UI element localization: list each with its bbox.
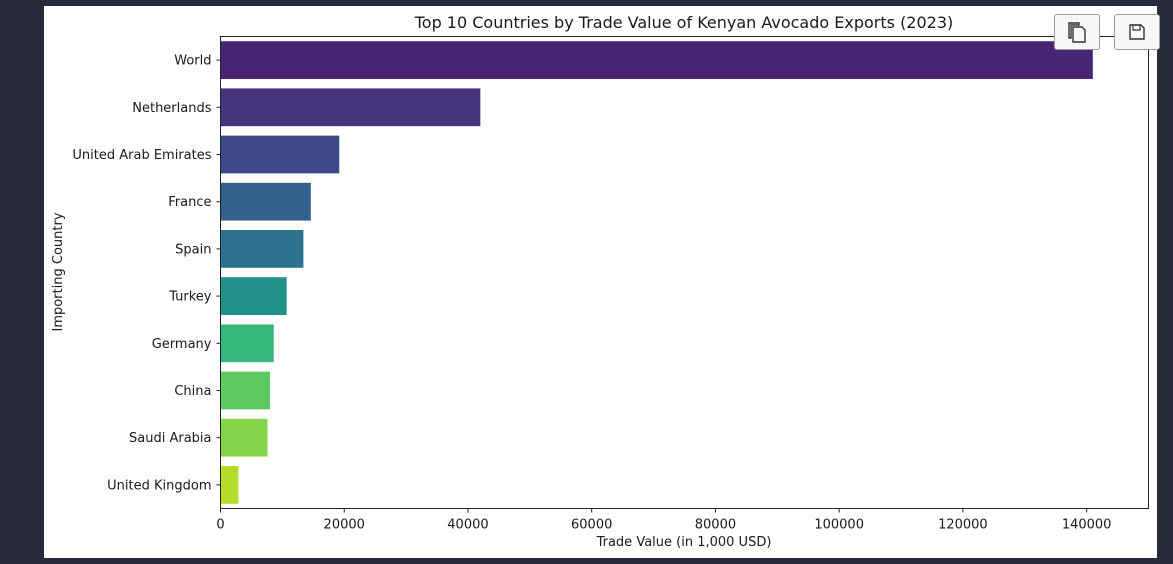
x-tick-label: 120000 bbox=[938, 518, 988, 533]
plot-card: Top 10 Countries by Trade Value of Kenya… bbox=[44, 6, 1160, 558]
bar bbox=[220, 135, 340, 174]
bars-group bbox=[220, 41, 1093, 504]
bar bbox=[220, 466, 239, 504]
x-tick-label: 140000 bbox=[1062, 518, 1112, 533]
x-ticks: 0 20000 40000 60000 80000 100000 120000 140000 bbox=[216, 508, 1112, 533]
y-tick-label: United Kingdom bbox=[107, 478, 211, 493]
plot-frame bbox=[220, 36, 1149, 509]
y-tick-label: Turkey bbox=[168, 290, 212, 305]
copy-button[interactable] bbox=[1054, 14, 1100, 50]
x-tick-label: 80000 bbox=[695, 518, 736, 533]
bar bbox=[220, 324, 274, 363]
y-tick-label: Saudi Arabia bbox=[129, 431, 212, 446]
x-tick-label: 100000 bbox=[814, 518, 864, 533]
x-tick-label: 0 bbox=[216, 518, 224, 533]
y-tick-label: China bbox=[174, 384, 211, 399]
bar bbox=[220, 371, 270, 410]
y-axis-label: Importing Country bbox=[51, 212, 66, 331]
floppy-disk-icon bbox=[1129, 24, 1145, 40]
y-tick-labels: World Netherlands United Arab Emirates Fran… bbox=[72, 54, 221, 493]
x-tick-label: 40000 bbox=[447, 518, 488, 533]
bar-chart: Top 10 Countries by Trade Value of Kenya… bbox=[51, 13, 1149, 550]
y-tick-label: Spain bbox=[175, 242, 211, 257]
y-tick-label: France bbox=[168, 195, 211, 210]
bar bbox=[220, 418, 268, 457]
chart-title: Top 10 Countries by Trade Value of Kenya… bbox=[414, 13, 954, 32]
bar bbox=[220, 88, 481, 127]
bar bbox=[220, 230, 304, 268]
y-tick-label: Netherlands bbox=[132, 101, 211, 116]
x-axis-label: Trade Value (in 1,000 USD) bbox=[596, 535, 772, 550]
y-tick-label: World bbox=[174, 54, 211, 69]
copy-icon bbox=[1068, 22, 1086, 43]
bar bbox=[220, 182, 311, 221]
x-tick-label: 20000 bbox=[324, 518, 365, 533]
y-tick-label: Germany bbox=[152, 337, 212, 352]
bar bbox=[220, 277, 287, 315]
x-tick-label: 60000 bbox=[571, 518, 612, 533]
save-button[interactable] bbox=[1114, 14, 1160, 50]
y-tick-label: United Arab Emirates bbox=[72, 148, 211, 163]
bar bbox=[220, 41, 1093, 79]
